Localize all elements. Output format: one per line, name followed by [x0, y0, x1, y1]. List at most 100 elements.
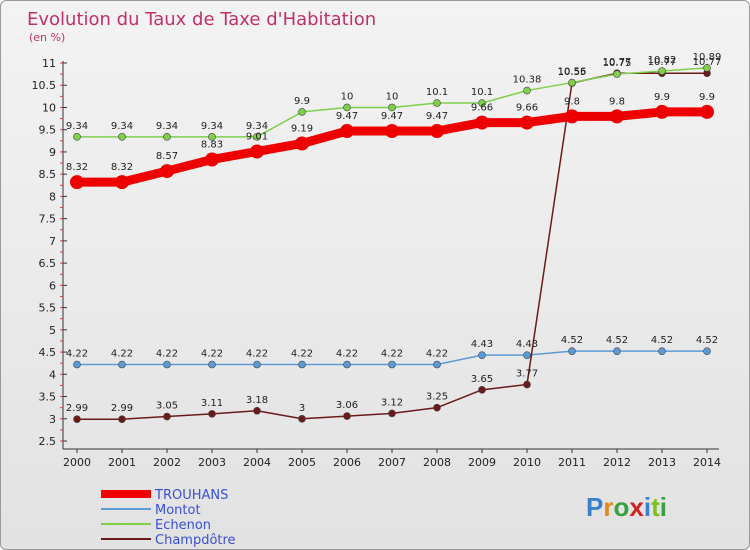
y-tick-label: 3	[49, 413, 56, 426]
x-tick-label: 2014	[693, 456, 721, 469]
data-point	[250, 144, 264, 159]
x-tick-label: 2002	[153, 456, 181, 469]
data-label: 10	[341, 91, 354, 102]
labels-echenon: 9.34 9.34 9.34 9.34 9.34 9.9 10 10 10.1 10.1 10.38…	[66, 52, 721, 132]
data-point	[298, 414, 306, 423]
data-label: 10.77	[693, 57, 722, 68]
legend-label: Echenon	[155, 518, 211, 533]
data-point	[343, 103, 351, 112]
x-tick-label: 2008	[423, 456, 451, 469]
data-label: 10.89	[693, 52, 722, 63]
data-point	[568, 347, 576, 355]
y-tick-label: 2.5	[39, 435, 57, 448]
data-point	[433, 99, 441, 107]
data-point	[340, 124, 354, 139]
data-label: 4.22	[246, 349, 268, 360]
data-point	[565, 109, 579, 124]
legend-label: Montot	[155, 503, 201, 518]
data-point	[520, 115, 534, 130]
data-point	[208, 133, 216, 141]
labels-champdôtre: 2.99 2.99 3.05 3.11 3.18 3 3.06 3.12 3.25 3.65 3.7…	[66, 57, 721, 414]
data-label: 4.43	[471, 339, 493, 350]
data-label: 9.8	[564, 96, 580, 107]
data-label: 4.22	[156, 349, 178, 360]
labels-trouhans: 8.32 8.32 8.57 8.83 9.01 9.19 9.47 9.47 9.47 9.66…	[66, 92, 715, 173]
data-point	[118, 415, 126, 424]
y-tick-label: 7	[49, 235, 56, 248]
x-tick-label: 2006	[333, 456, 361, 469]
data-point	[613, 70, 621, 78]
series-echenon	[73, 64, 711, 141]
y-tick-label: 8.5	[39, 168, 57, 181]
data-label: 4.22	[336, 349, 358, 360]
data-point	[205, 152, 219, 167]
data-label: 9.34	[66, 121, 88, 132]
data-point	[298, 360, 306, 369]
data-point	[478, 351, 486, 359]
data-point	[388, 103, 396, 112]
data-point	[295, 136, 309, 151]
data-label: 9.34	[201, 121, 223, 132]
legend-label: TROUHANS	[154, 488, 228, 503]
x-tick-label: 2010	[513, 456, 541, 469]
data-label: 4.52	[651, 335, 673, 346]
data-label: 9.34	[246, 121, 268, 132]
data-point	[118, 360, 126, 369]
data-label: 9.9	[654, 92, 670, 103]
data-label: 10.38	[513, 75, 542, 86]
data-label: 2.99	[66, 403, 88, 414]
data-point	[253, 360, 261, 369]
data-label: 3.18	[246, 395, 268, 406]
data-point	[253, 133, 261, 141]
data-point	[703, 347, 711, 355]
data-point	[568, 78, 576, 87]
data-point	[118, 133, 126, 141]
x-tick-label: 2001	[108, 456, 136, 469]
svg-text:Proxiti: Proxiti	[586, 492, 667, 522]
data-label: 10.77	[603, 57, 632, 68]
y-tick-label: 4	[49, 368, 56, 381]
data-point	[478, 99, 486, 107]
data-label: 3.25	[426, 392, 448, 403]
y-tick-label: 3.5	[39, 391, 57, 404]
data-label: 9.47	[381, 111, 403, 122]
data-label: 9.8	[609, 96, 625, 107]
data-label: 9.9	[699, 92, 715, 103]
data-label: 10.82	[648, 55, 677, 66]
data-point	[253, 406, 261, 415]
y-tick-label: 6.5	[39, 257, 57, 270]
data-point	[700, 104, 714, 119]
data-label: 10.55	[558, 67, 587, 78]
chart-subtitle: (en %)	[29, 31, 65, 44]
data-point	[163, 412, 171, 421]
data-label: 4.22	[201, 349, 223, 360]
labels-montot: 4.22 4.22 4.22 4.22 4.22 4.22 4.22 4.22 4.22 4.43…	[66, 335, 718, 359]
y-tick-label: 8	[49, 190, 56, 203]
data-label: 9.47	[336, 111, 358, 122]
data-point	[70, 175, 84, 190]
data-point	[658, 347, 666, 355]
data-point	[160, 164, 174, 179]
proxiti-logo: Proxiti	[586, 492, 667, 522]
data-point	[73, 133, 81, 141]
data-label: 3.65	[471, 374, 493, 385]
data-label: 8.57	[156, 151, 178, 162]
data-point	[610, 109, 624, 124]
y-tick-label: 9	[49, 146, 56, 159]
legend-label: Champdôtre	[155, 533, 236, 548]
data-label: 9.01	[246, 131, 268, 142]
data-label: 9.9	[294, 96, 310, 107]
data-label: 4.52	[561, 335, 583, 346]
data-label: 10.56	[558, 67, 587, 78]
data-label: 9.47	[426, 111, 448, 122]
data-point	[475, 115, 489, 130]
x-tick-label: 2013	[648, 456, 676, 469]
data-point	[430, 124, 444, 139]
data-point	[433, 403, 441, 412]
data-label: 4.22	[66, 349, 88, 360]
data-label: 3.11	[201, 398, 223, 409]
data-point	[208, 360, 216, 369]
y-axis-ticks: 2.5 3 3.5 4 4.5 5 5.5 6 6.5 7 7.5 8 8.5 9 9.5 10 10.5 11	[32, 57, 67, 448]
data-label: 4.22	[426, 349, 448, 360]
